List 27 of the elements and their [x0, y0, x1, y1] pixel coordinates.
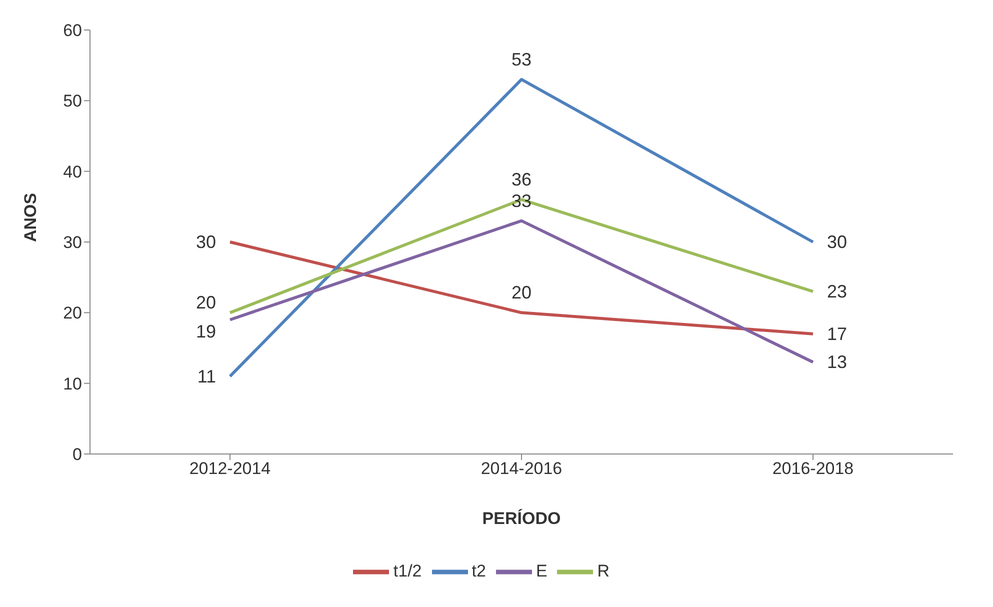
data-label: 20	[196, 292, 216, 313]
legend-label: E	[536, 561, 548, 580]
y-tick-label: 60	[63, 21, 82, 40]
y-tick-label: 0	[72, 445, 82, 464]
data-label: 11	[197, 366, 216, 386]
y-tick-label: 10	[63, 374, 82, 394]
y-tick-label: 30	[63, 233, 82, 252]
legend-label: t2	[472, 561, 486, 580]
legend-label: t1/2	[393, 561, 422, 580]
x-tick-label: 2012-2014	[189, 459, 271, 478]
data-label: 30	[827, 232, 848, 252]
legend-label: R	[597, 561, 610, 580]
data-label: 30	[196, 232, 216, 252]
data-label: 19	[196, 322, 216, 342]
data-label: 20	[511, 282, 532, 303]
y-axis-title: ANOS	[21, 192, 40, 242]
y-tick-label: 50	[63, 92, 82, 111]
x-tick-label: 2016-2018	[772, 459, 854, 478]
y-tick-label: 20	[63, 304, 82, 323]
data-label: 13	[827, 352, 848, 372]
y-tick-label: 40	[63, 162, 82, 182]
data-label: 53	[511, 49, 532, 70]
x-axis-title: PERÍODO	[482, 508, 561, 528]
x-tick-label: 2014-2016	[480, 459, 562, 478]
data-label: 23	[827, 281, 848, 302]
data-label: 17	[827, 324, 848, 344]
data-label: 36	[511, 170, 532, 190]
